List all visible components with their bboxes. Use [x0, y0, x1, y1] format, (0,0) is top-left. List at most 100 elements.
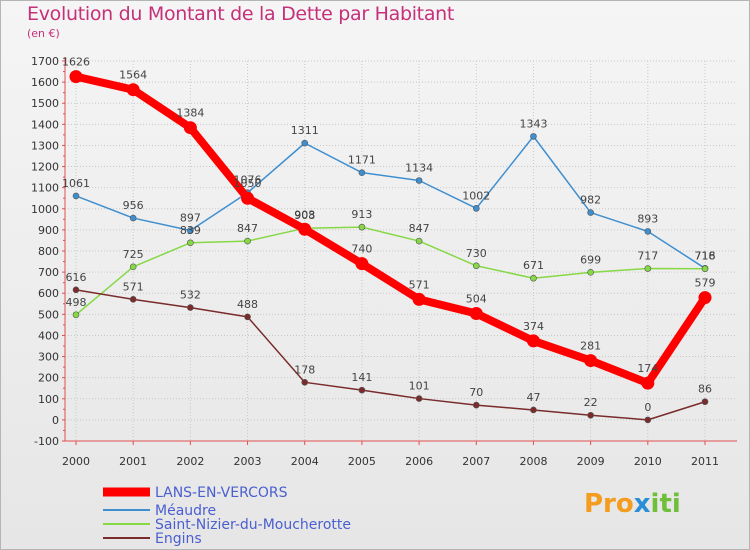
- data-label: 616: [66, 271, 87, 284]
- series-m-audre: 1061956897107613111171113410021343982893…: [62, 117, 716, 272]
- data-label: 716: [695, 250, 716, 263]
- series-line: [75, 226, 706, 316]
- data-label: 1134: [405, 161, 433, 174]
- data-label: 571: [123, 280, 144, 293]
- x-tick-label: 2005: [348, 455, 376, 468]
- data-label: 498: [66, 296, 87, 309]
- series-line: [75, 289, 706, 421]
- y-tick-label: 600: [38, 287, 59, 300]
- data-label: 0: [644, 401, 651, 414]
- data-point: [358, 386, 366, 394]
- data-label: 579: [695, 277, 716, 290]
- y-tick-label: 1100: [31, 182, 59, 195]
- x-tick-label: 2006: [405, 455, 433, 468]
- data-point: [644, 416, 652, 424]
- data-label: 22: [584, 396, 598, 409]
- data-point: [584, 354, 598, 368]
- data-label: 847: [237, 222, 258, 235]
- data-point: [183, 121, 197, 135]
- data-label: 699: [580, 253, 601, 266]
- grid: [65, 60, 737, 442]
- data-point: [415, 395, 423, 402]
- data-label: 913: [351, 208, 372, 221]
- data-label: 725: [123, 248, 144, 261]
- data-label: 1050: [234, 177, 262, 190]
- data-point: [701, 398, 709, 406]
- data-label: 730: [466, 247, 487, 260]
- data-point: [644, 265, 652, 272]
- data-point: [358, 169, 366, 176]
- y-tick-label: 300: [38, 351, 59, 364]
- data-label: 908: [294, 209, 315, 222]
- data-point: [129, 263, 137, 271]
- x-tick-label: 2007: [462, 455, 490, 468]
- data-point: [129, 214, 137, 222]
- data-label: 1171: [348, 154, 376, 167]
- series-line: [75, 135, 706, 270]
- x-tick-label: 2003: [234, 455, 262, 468]
- y-tick-label: 500: [38, 308, 59, 321]
- data-label: 1343: [519, 117, 547, 130]
- data-point: [187, 227, 194, 234]
- y-tick-label: 1700: [31, 55, 59, 68]
- series-lans-en-vercors: 1626 1564 1384 1050 903 740 571 504 374 281 174 579: [62, 56, 716, 390]
- data-point: [587, 209, 594, 216]
- data-point: [69, 70, 83, 84]
- data-label: 488: [237, 298, 258, 311]
- data-label: 374: [523, 320, 544, 333]
- data-label: 281: [580, 340, 601, 353]
- data-label: 571: [409, 278, 430, 291]
- y-tick-label: 1400: [31, 118, 59, 131]
- data-label: 1626: [62, 56, 90, 69]
- data-point: [72, 286, 80, 294]
- y-tick-label: 900: [38, 224, 59, 237]
- data-point: [530, 406, 537, 414]
- legend-label: Saint-Nizier-du-Moucherotte: [155, 517, 351, 533]
- data-point: [472, 205, 480, 212]
- series-saint-nizier-du-moucherotte: 498 725 839 847 908 913 847 730 671 699 717 716: [66, 208, 716, 319]
- legend-label: Méaudre: [155, 503, 216, 519]
- x-tick-label: 2011: [691, 455, 719, 468]
- data-label: 982: [580, 194, 601, 207]
- data-label: 956: [123, 199, 144, 212]
- data-label: 903: [294, 208, 315, 221]
- data-point: [472, 262, 480, 270]
- data-point: [355, 257, 369, 271]
- data-label: 504: [466, 292, 487, 305]
- x-tick-label: 2008: [519, 455, 547, 468]
- data-label: 717: [637, 250, 658, 263]
- data-point: [187, 304, 194, 311]
- data-point: [701, 265, 709, 273]
- data-label: 1061: [62, 177, 90, 190]
- series-engins: 616 571 532 488 178 141 101 70 47 22 0 86: [66, 271, 712, 424]
- y-tick-label: 1200: [31, 161, 59, 174]
- chart-unit-label: (en €): [27, 27, 60, 40]
- y-tick-label: 200: [38, 372, 59, 385]
- data-point: [129, 296, 137, 303]
- data-point: [641, 376, 655, 390]
- data-point: [244, 313, 251, 321]
- data-point: [526, 334, 540, 348]
- x-tick-label: 2009: [577, 455, 605, 468]
- y-tick-label: 0: [52, 414, 59, 427]
- data-point: [241, 191, 255, 205]
- legend-label: Engins: [155, 531, 202, 547]
- y-tick-label: 400: [38, 329, 59, 342]
- data-point: [187, 239, 194, 247]
- data-label: 897: [180, 212, 201, 225]
- series-line: [72, 72, 709, 388]
- x-tick-label: 2002: [176, 455, 204, 468]
- data-point: [469, 306, 483, 320]
- y-tick-label: 1300: [31, 139, 59, 152]
- data-point: [126, 83, 140, 97]
- data-point: [72, 192, 80, 200]
- data-point: [415, 237, 423, 245]
- data-point: [587, 269, 594, 276]
- data-point: [587, 411, 594, 419]
- x-tick-label: 2000: [62, 455, 90, 468]
- data-point: [301, 139, 309, 147]
- data-point: [530, 133, 537, 140]
- data-point: [72, 311, 80, 319]
- data-label: 532: [180, 289, 201, 302]
- data-point: [412, 292, 426, 306]
